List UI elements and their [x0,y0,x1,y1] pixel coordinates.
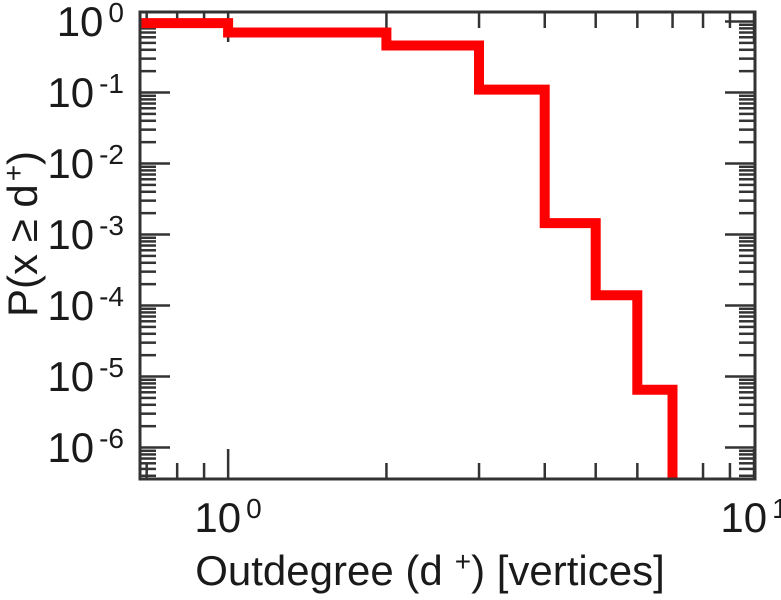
tick-mantissa: 10 [47,353,95,400]
y-tick-label: 10 0 [0,0,124,48]
y-tick-label: 10 -5 [0,351,124,403]
tick-mantissa: 10 [194,494,242,541]
y-axis-label-superscript: + [0,164,29,182]
x-axis-label-text: Outdegree (d [195,547,443,594]
tick-mantissa: 10 [47,140,95,187]
x-tick-label: 10 1 [674,492,781,544]
x-axis-label-superscript: + [454,546,472,577]
tick-mantissa: 10 [47,424,95,471]
tick-exponent: -4 [99,281,124,312]
tick-exponent: 0 [108,0,124,28]
y-tick-label: 10 -4 [0,280,124,332]
tick-exponent: -2 [99,139,124,170]
x-axis-label-suffix: ) [vertices] [471,547,665,594]
x-axis-label: Outdegree (d +) [vertices] [100,547,760,595]
y-axis-label: P(x ≥ d +) [0,151,47,317]
y-tick-label: 10 -6 [0,422,124,474]
tick-mantissa: 10 [47,282,95,329]
y-tick-label: 10 -2 [0,138,124,190]
x-tick-label: 10 0 [148,492,308,544]
tick-exponent: -5 [99,352,124,383]
plot-border [138,10,757,481]
tick-exponent: -3 [99,210,124,241]
tick-mantissa: 10 [720,494,768,541]
tick-exponent: -1 [99,68,124,99]
y-axis-label-text: P(x ≥ d [0,184,46,318]
y-axis-label-suffix: ) [0,150,46,165]
tick-exponent: 0 [246,493,262,524]
tick-exponent: -6 [99,423,124,454]
tick-exponent: 1 [772,493,781,524]
tick-mantissa: 10 [56,0,104,45]
y-tick-label: 10 -3 [0,209,124,261]
y-tick-label: 10 -1 [0,67,124,119]
ccdf-curve [140,18,678,479]
tick-mantissa: 10 [47,211,95,258]
tick-mantissa: 10 [47,69,95,116]
